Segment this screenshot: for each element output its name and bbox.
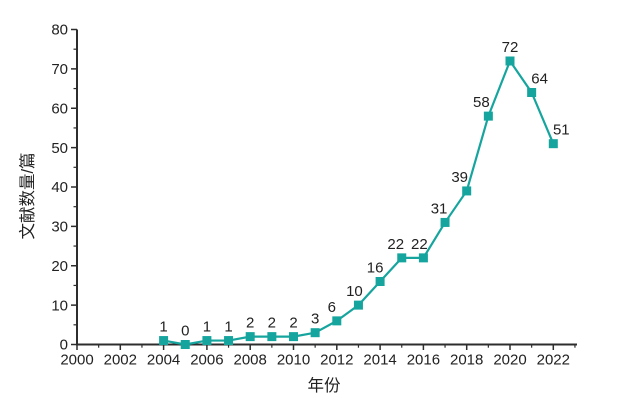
data-point-marker bbox=[202, 336, 212, 346]
data-point-label: 64 bbox=[531, 71, 548, 88]
data-point-marker bbox=[289, 332, 298, 342]
data-point-label: 1 bbox=[224, 319, 232, 336]
data-point-label: 22 bbox=[387, 236, 404, 253]
data-point-label: 1 bbox=[203, 319, 211, 336]
y-axis-tick-label: 50 bbox=[51, 140, 68, 157]
data-point-marker bbox=[397, 253, 407, 263]
data-point-label: 22 bbox=[411, 236, 428, 253]
data-point-label: 1 bbox=[159, 319, 167, 336]
x-axis-tick-label: 2000 bbox=[60, 352, 93, 369]
data-point-label: 2 bbox=[289, 315, 297, 332]
axis-frame bbox=[76, 29, 577, 346]
data-point-label: 0 bbox=[181, 323, 189, 340]
data-point-marker bbox=[245, 332, 255, 342]
data-point-marker bbox=[548, 139, 558, 149]
data-point-label: 31 bbox=[431, 200, 448, 217]
data-point-label: 3 bbox=[311, 311, 319, 328]
data-point-marker bbox=[527, 88, 537, 97]
data-point-marker bbox=[462, 186, 472, 196]
x-axis-tick-label: 2010 bbox=[277, 352, 310, 369]
data-point-label: 2 bbox=[268, 315, 276, 332]
data-point-marker bbox=[483, 111, 493, 121]
x-axis-tick-label: 2020 bbox=[493, 352, 526, 369]
data-point-marker bbox=[440, 217, 450, 227]
x-axis-tick-label: 2008 bbox=[234, 352, 267, 369]
x-axis-tick-label: 2016 bbox=[407, 352, 440, 369]
x-axis-tick-label: 2006 bbox=[190, 352, 223, 369]
x-axis-tick-label: 2002 bbox=[104, 352, 137, 369]
data-point-marker bbox=[375, 277, 385, 286]
data-point-marker bbox=[418, 253, 428, 263]
data-point-label: 16 bbox=[367, 260, 384, 277]
x-axis-tick-label: 2004 bbox=[147, 352, 180, 369]
x-axis-tick-label: 2022 bbox=[537, 352, 570, 369]
data-point-label: 6 bbox=[328, 299, 336, 316]
data-point-marker bbox=[180, 340, 190, 349]
y-axis-tick-label: 0 bbox=[60, 337, 68, 354]
y-axis-title: 文献数量/篇 bbox=[18, 152, 37, 239]
data-point-label: 10 bbox=[346, 283, 363, 300]
y-axis-tick-label: 40 bbox=[51, 179, 68, 196]
data-point-label: 58 bbox=[473, 94, 490, 111]
y-axis-tick-label: 70 bbox=[51, 61, 68, 78]
x-axis-title: 年份 bbox=[308, 376, 342, 395]
data-point-marker bbox=[310, 328, 320, 338]
data-point-marker bbox=[505, 56, 515, 66]
data-point-label: 51 bbox=[553, 122, 570, 139]
y-axis-tick-label: 10 bbox=[51, 297, 68, 314]
data-point-marker bbox=[224, 336, 234, 346]
data-point-marker bbox=[267, 332, 277, 342]
y-axis-tick-label: 30 bbox=[51, 219, 68, 236]
data-point-marker bbox=[353, 300, 363, 310]
x-axis-tick-label: 2012 bbox=[320, 352, 353, 369]
y-axis-tick-label: 20 bbox=[51, 258, 68, 275]
y-axis-tick-label: 60 bbox=[51, 100, 68, 117]
data-point-marker bbox=[159, 336, 169, 346]
data-point-marker bbox=[332, 316, 342, 326]
data-point-label: 39 bbox=[451, 169, 468, 186]
y-axis-tick-label: 80 bbox=[51, 22, 68, 39]
data-point-label: 2 bbox=[246, 315, 254, 332]
x-axis-tick-label: 2014 bbox=[363, 352, 396, 369]
data-point-label: 72 bbox=[502, 39, 519, 56]
x-axis-tick-label: 2018 bbox=[450, 352, 483, 369]
